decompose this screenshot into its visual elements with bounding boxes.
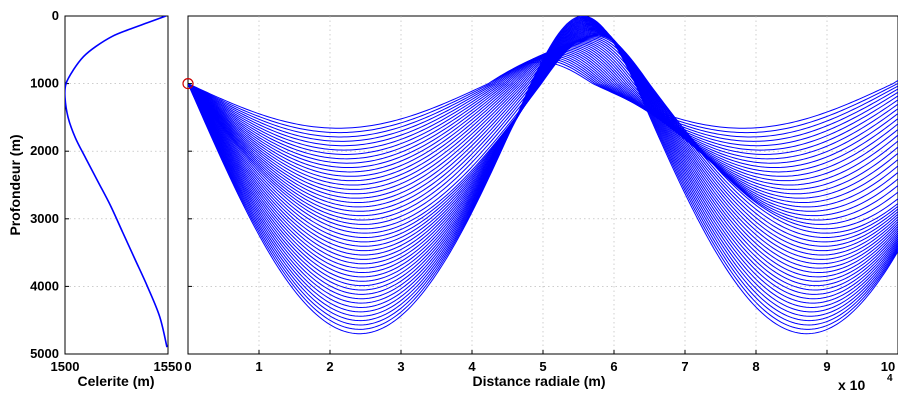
ray-line bbox=[188, 25, 898, 282]
ray-line bbox=[188, 23, 898, 291]
ray-line bbox=[188, 31, 898, 247]
x-exponent-label: x 10 bbox=[838, 377, 865, 393]
ray-line bbox=[188, 34, 898, 234]
ray-xtick-label: 10 bbox=[881, 359, 895, 374]
profile-curve bbox=[65, 16, 168, 348]
x-exponent-power: 4 bbox=[887, 373, 893, 384]
profile-ytick-label: 2000 bbox=[30, 143, 59, 158]
profile-xtick-label: 1500 bbox=[51, 359, 80, 374]
profile-ytick-label: 0 bbox=[52, 8, 59, 23]
source-marker bbox=[182, 77, 194, 90]
ray-xtick-label: 5 bbox=[539, 359, 546, 374]
ray-line bbox=[188, 28, 898, 265]
ray-xtick-label: 3 bbox=[397, 359, 404, 374]
ray-line bbox=[188, 20, 898, 308]
ray-line bbox=[188, 26, 898, 274]
ray-xtick-label: 0 bbox=[184, 359, 191, 374]
profile-xtick-label: 1550 bbox=[154, 359, 183, 374]
ray-line bbox=[188, 17, 898, 322]
ray-lines bbox=[188, 16, 898, 335]
ray-line bbox=[188, 16, 898, 335]
ray-line bbox=[188, 33, 898, 239]
ray-line bbox=[188, 30, 898, 252]
ray-line bbox=[188, 22, 898, 295]
ray-line bbox=[188, 30, 898, 256]
ray-panel: 0 1 2 3 4 5 6 7 8 9 10 Distance radiale (m) x 10 4 bbox=[182, 15, 898, 393]
ray-grid bbox=[188, 16, 898, 354]
ray-xtick-label: 1 bbox=[255, 359, 262, 374]
ray-line bbox=[188, 16, 898, 330]
ray-line bbox=[188, 24, 898, 287]
ray-line bbox=[188, 19, 898, 313]
ray-line bbox=[188, 18, 898, 317]
ray-line bbox=[188, 21, 898, 300]
profile-xlabel: Celerite (m) bbox=[77, 373, 154, 389]
ray-ticks: 0 1 2 3 4 5 6 7 8 9 10 bbox=[184, 15, 898, 374]
profile-axes-box bbox=[64, 15, 169, 355]
profile-grid bbox=[65, 83, 168, 287]
ray-xtick-label: 4 bbox=[468, 359, 476, 374]
profile-ylabel: Profondeur (m) bbox=[7, 134, 23, 235]
profile-ytick-label: 3000 bbox=[30, 211, 59, 226]
ray-xtick-label: 8 bbox=[752, 359, 759, 374]
ray-xtick-label: 2 bbox=[326, 359, 333, 374]
ray-line bbox=[188, 20, 898, 304]
profile-ytick-label: 5000 bbox=[30, 346, 59, 361]
ray-line bbox=[188, 25, 898, 278]
ray-xtick-label: 9 bbox=[823, 359, 830, 374]
ray-xlabel: Distance radiale (m) bbox=[472, 373, 605, 389]
ray-line bbox=[188, 32, 898, 243]
profile-ytick-label: 1000 bbox=[30, 76, 59, 91]
ray-line bbox=[188, 27, 898, 269]
ray-xtick-label: 7 bbox=[681, 359, 688, 374]
ray-line bbox=[188, 17, 898, 326]
profile-ytick-label: 4000 bbox=[30, 278, 59, 293]
ray-xtick-label: 6 bbox=[610, 359, 617, 374]
ray-line bbox=[188, 29, 898, 260]
